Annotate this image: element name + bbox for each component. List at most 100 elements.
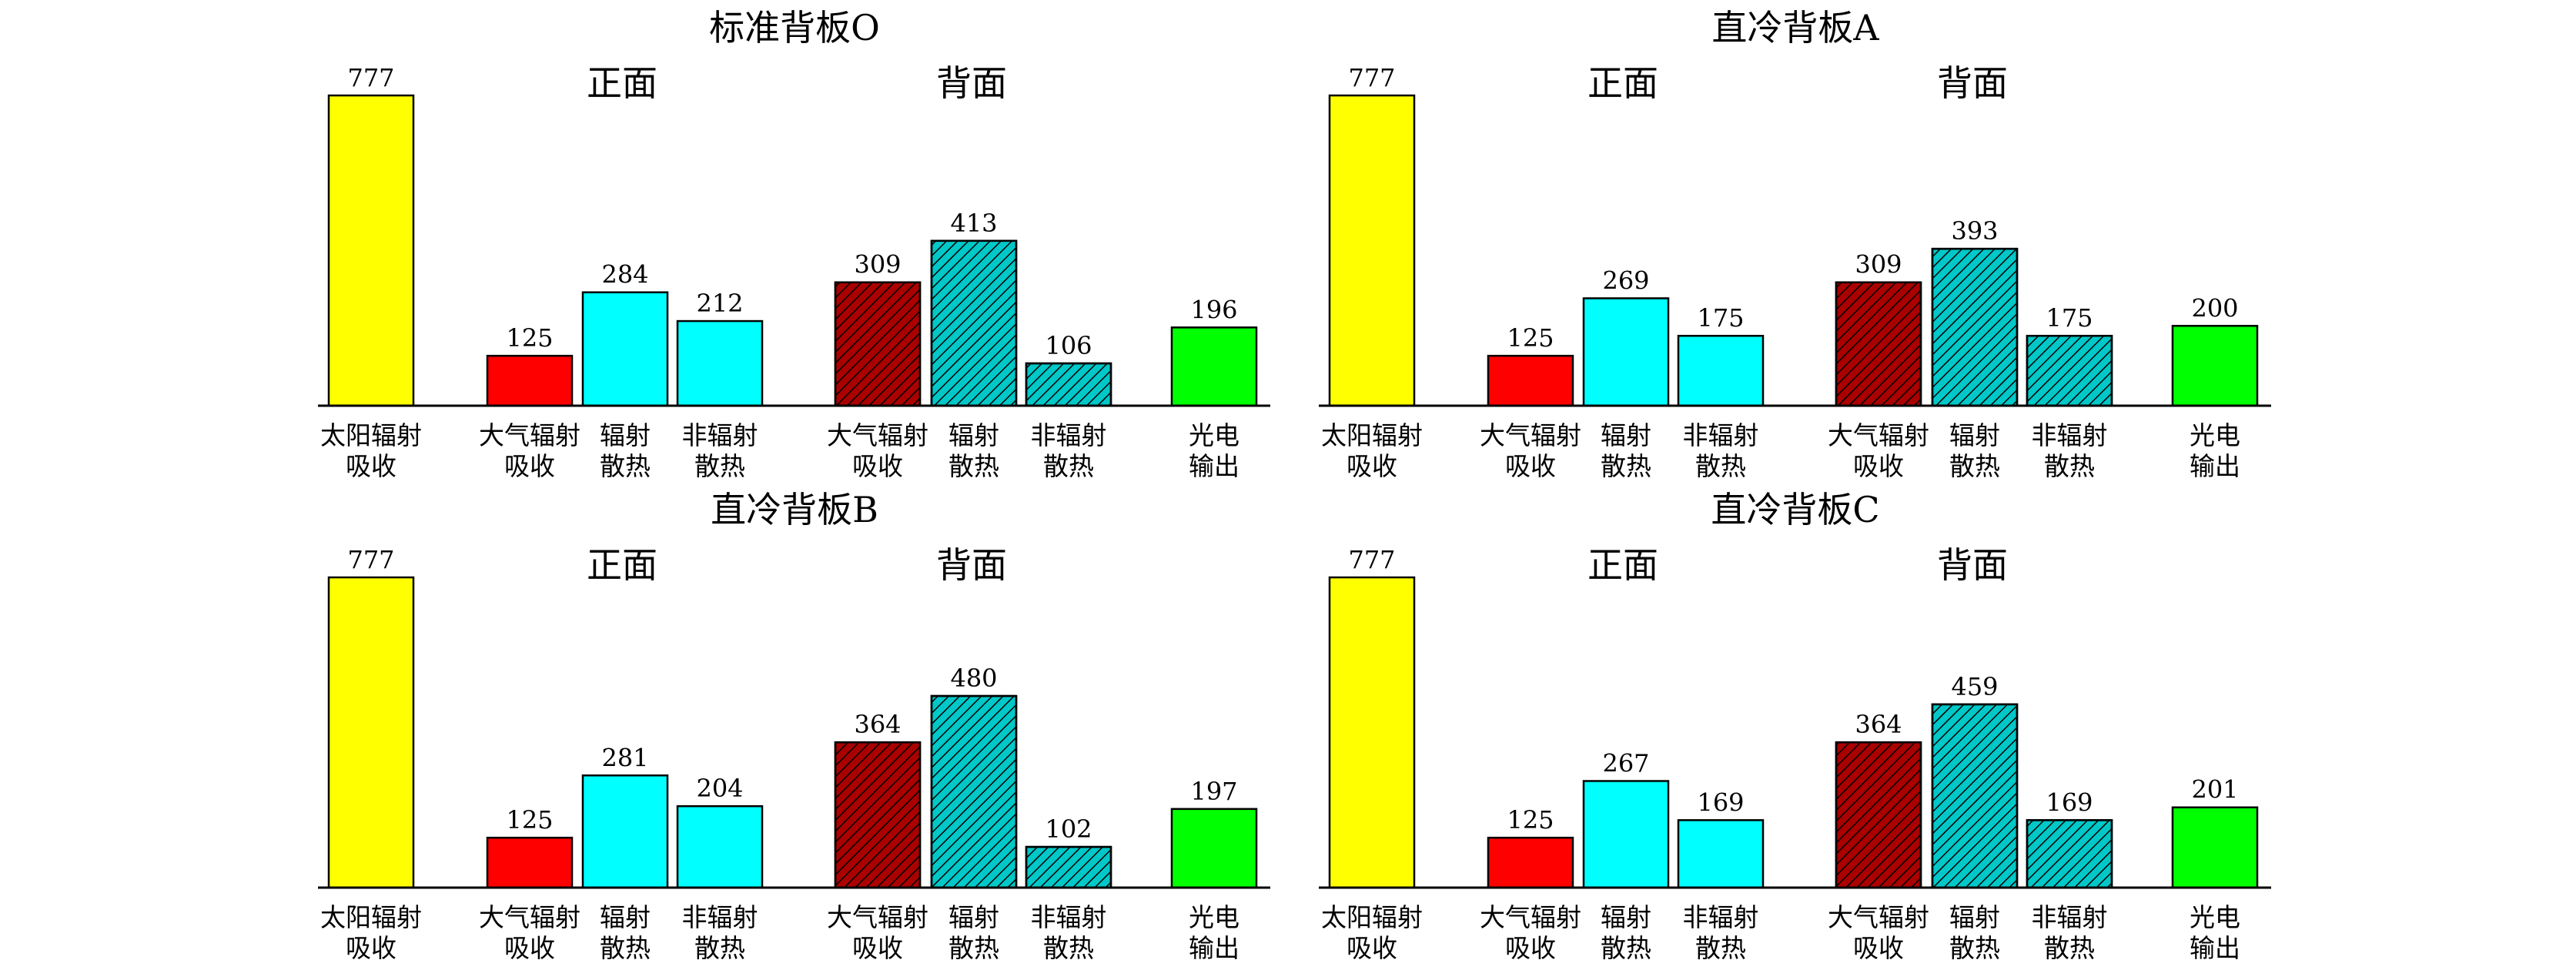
data-label: 777 xyxy=(347,63,394,92)
tick-label: 太阳辐射 xyxy=(1321,420,1423,450)
bar xyxy=(327,576,415,889)
panel-title: 直冷背板B xyxy=(711,489,878,530)
tick-label: 太阳辐射 xyxy=(320,420,422,450)
data-label: 201 xyxy=(2191,775,2238,804)
data-label: 269 xyxy=(1602,266,1649,295)
section-label-back: 背面 xyxy=(1937,62,2008,104)
data-label: 459 xyxy=(1951,672,1998,701)
panel-title: 标准背板O xyxy=(709,7,880,48)
tick-label: 非辐射 xyxy=(1031,902,1107,932)
tick-label: 非辐射 xyxy=(1683,902,1759,932)
bar-hatch xyxy=(1835,281,1922,407)
bar xyxy=(2171,325,2259,407)
bar-hatch xyxy=(1931,247,2019,407)
data-label: 197 xyxy=(1190,777,1237,806)
data-label: 284 xyxy=(601,260,648,289)
tick-label: 非辐射 xyxy=(1683,420,1759,450)
data-label: 196 xyxy=(1190,295,1237,324)
section-label-back: 背面 xyxy=(936,62,1007,104)
bar xyxy=(1677,334,1765,407)
tick-label: 吸收 xyxy=(1853,933,1904,963)
data-label: 393 xyxy=(1951,216,1998,246)
panel-title: 直冷背板C xyxy=(1711,489,1879,530)
tick-label: 吸收 xyxy=(1347,933,1397,963)
tick-label: 吸收 xyxy=(1853,451,1904,481)
tick-label: 输出 xyxy=(2190,451,2240,481)
data-label: 212 xyxy=(696,289,743,318)
data-label: 267 xyxy=(1602,749,1649,778)
tick-label: 散热 xyxy=(1601,933,1651,963)
bar xyxy=(581,291,669,407)
tick-label: 非辐射 xyxy=(2032,902,2108,932)
data-label: 364 xyxy=(854,710,901,739)
tick-label: 散热 xyxy=(1043,933,1094,963)
bar xyxy=(676,319,764,407)
bar xyxy=(1582,297,1670,407)
data-label: 175 xyxy=(2046,303,2093,333)
tick-label: 输出 xyxy=(1189,933,1239,963)
tick-label: 辐射 xyxy=(948,420,999,450)
tick-label: 吸收 xyxy=(852,933,903,963)
bar xyxy=(1328,94,1416,407)
tick-label: 散热 xyxy=(948,933,999,963)
bar xyxy=(1487,836,1574,889)
tick-label: 散热 xyxy=(694,933,745,963)
data-label: 102 xyxy=(1045,814,1092,844)
data-label: 281 xyxy=(601,743,648,772)
tick-label: 散热 xyxy=(600,933,651,963)
bar-hatch xyxy=(834,741,922,889)
bar xyxy=(1677,819,1765,889)
tick-label: 吸收 xyxy=(1505,451,1556,481)
bar-hatch xyxy=(1025,845,1112,889)
bar xyxy=(1170,808,1258,889)
tick-label: 光电 xyxy=(2190,420,2240,450)
tick-label: 散热 xyxy=(1695,451,1746,481)
data-label: 169 xyxy=(2046,788,2093,817)
tick-label: 输出 xyxy=(1189,451,1239,481)
data-label: 413 xyxy=(950,209,997,238)
tick-label: 散热 xyxy=(600,451,651,481)
tick-label: 散热 xyxy=(1949,933,2000,963)
bar xyxy=(581,774,669,889)
bar xyxy=(486,836,574,889)
tick-label: 辐射 xyxy=(600,420,651,450)
data-label: 125 xyxy=(1507,323,1554,353)
data-label: 480 xyxy=(950,664,997,693)
tick-label: 光电 xyxy=(1189,420,1239,450)
tick-label: 大气辐射 xyxy=(1480,902,1581,932)
tick-label: 非辐射 xyxy=(682,420,758,450)
section-label-front: 正面 xyxy=(587,62,657,104)
tick-label: 大气辐射 xyxy=(1828,902,1929,932)
data-label: 777 xyxy=(347,545,394,574)
tick-label: 光电 xyxy=(2190,902,2240,932)
data-label: 204 xyxy=(696,774,743,803)
tick-label: 大气辐射 xyxy=(827,902,928,932)
tick-label: 散热 xyxy=(1601,451,1651,481)
tick-label: 辐射 xyxy=(1601,420,1651,450)
data-label: 364 xyxy=(1855,710,1902,739)
data-label: 106 xyxy=(1045,331,1092,360)
data-label: 777 xyxy=(1348,545,1395,574)
section-label-back: 背面 xyxy=(1937,544,2008,586)
tick-label: 辐射 xyxy=(1949,420,2000,450)
panel-title: 直冷背板A xyxy=(1711,7,1879,48)
tick-label: 吸收 xyxy=(852,451,903,481)
bar-hatch xyxy=(2026,334,2113,407)
tick-label: 辐射 xyxy=(1949,902,2000,932)
bar-hatch xyxy=(2026,819,2113,889)
bar-hatch xyxy=(1025,362,1112,407)
bar xyxy=(676,804,764,889)
section-label-front: 正面 xyxy=(587,544,657,586)
bar xyxy=(1170,326,1258,407)
bar-hatch xyxy=(1931,703,2019,889)
bar-hatch xyxy=(834,281,922,407)
tick-label: 太阳辐射 xyxy=(1321,902,1423,932)
section-label-back: 背面 xyxy=(936,544,1007,586)
bar xyxy=(2171,806,2259,889)
tick-label: 大气辐射 xyxy=(1828,420,1929,450)
tick-label: 散热 xyxy=(948,451,999,481)
